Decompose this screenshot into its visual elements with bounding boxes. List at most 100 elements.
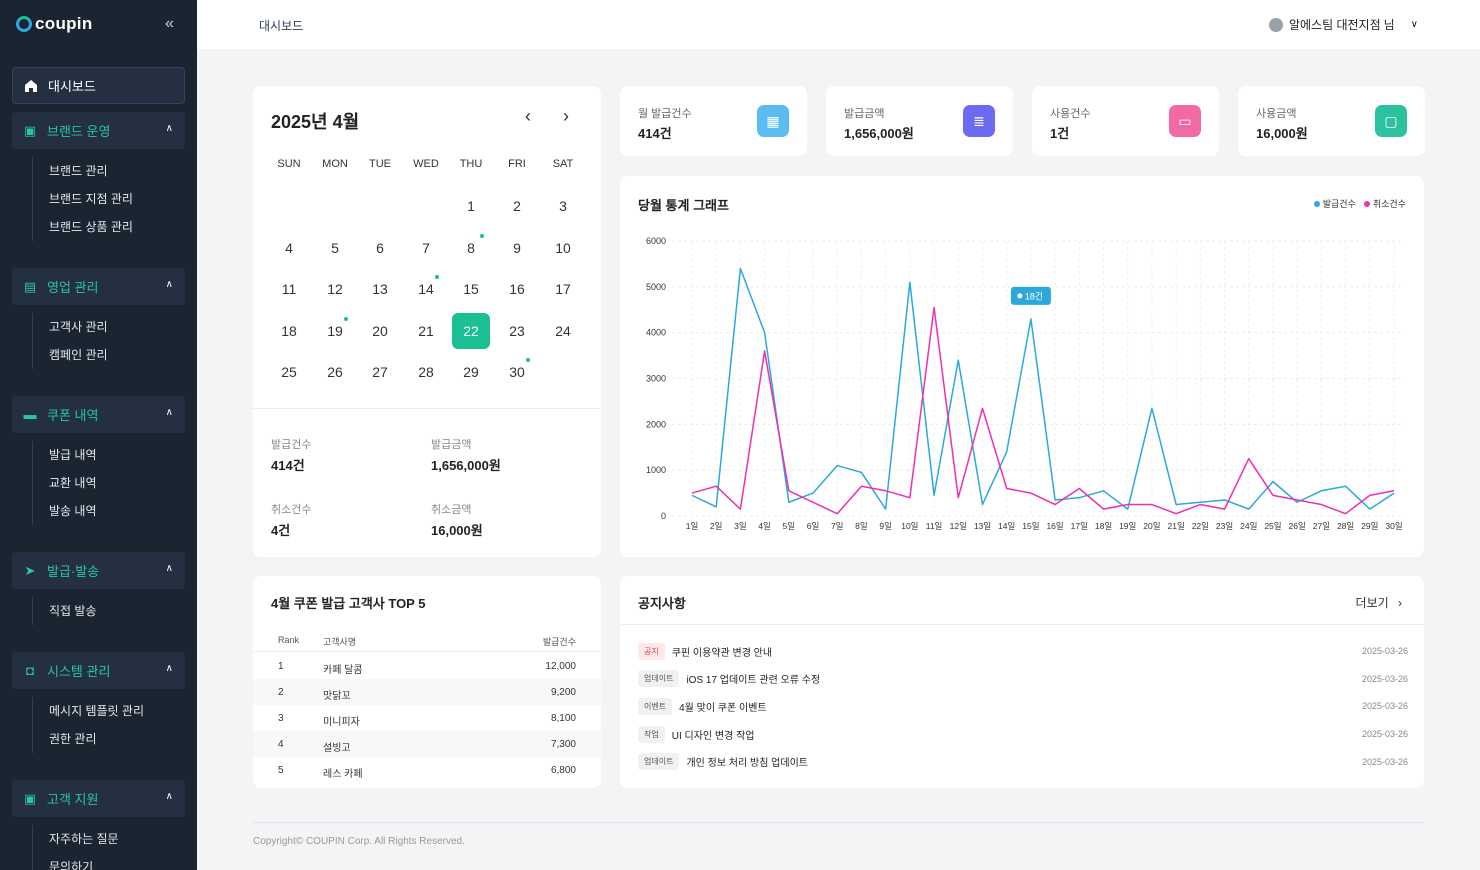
calendar-day[interactable]: 28 xyxy=(418,364,434,380)
calendar-day[interactable]: 17 xyxy=(555,281,571,297)
sidebar-group-5[interactable]: ▣ 고객 지원 ∧ xyxy=(12,780,185,817)
calendar-day[interactable]: 29 xyxy=(463,364,479,380)
calendar-day[interactable]: 7 xyxy=(422,239,430,256)
table-row[interactable]: 3 미니피자 8,100 xyxy=(253,705,601,731)
col-rank: Rank xyxy=(278,635,300,645)
sidebar-subitem[interactable]: 브랜드 관리 xyxy=(49,164,108,178)
chevron-up-icon: ∧ xyxy=(165,407,173,418)
sidebar-subitem[interactable]: 문의하기 xyxy=(49,860,94,870)
sidebar-group-0[interactable]: ▣ 브랜드 운영 ∧ xyxy=(12,112,185,149)
calendar-day[interactable]: 25 xyxy=(281,364,297,380)
table-row[interactable]: 2 맛닭꼬 9,200 xyxy=(253,679,601,705)
table-row[interactable]: 5 레스 카페 6,800 xyxy=(253,757,601,783)
notice-item[interactable]: 이벤트 4월 맞이 쿠폰 이벤트 2025-03-26 xyxy=(638,696,1408,716)
calendar-day[interactable]: 16 xyxy=(509,281,525,297)
calendar-day[interactable]: 30 xyxy=(509,364,525,380)
more-link[interactable]: 더보기 › xyxy=(1356,594,1402,611)
notice-tag: 이벤트 xyxy=(638,697,673,715)
issue-count-value: 414건 xyxy=(271,458,305,473)
notice-item[interactable]: 업데이트 개인 정보 처리 방침 업데이트 2025-03-26 xyxy=(638,752,1408,772)
notice-item[interactable]: 공지 쿠핀 이용약관 변경 안내 2025-03-26 xyxy=(638,641,1408,661)
calendar-day[interactable]: 5 xyxy=(331,239,339,256)
calendar-day[interactable]: 11 xyxy=(281,281,297,297)
top-header: 대시보드 알에스팀 대전지점 님 ∨ xyxy=(197,0,1480,49)
sidebar-group-3[interactable]: ➤ 발급·발송 ∧ xyxy=(12,552,185,589)
calendar-day[interactable]: 18 xyxy=(281,322,297,339)
notice-item[interactable]: 업데이트 iOS 17 업데이트 관련 오류 수정 2025-03-26 xyxy=(638,669,1408,689)
sidebar-submenu: 직접 발송 xyxy=(32,597,97,625)
weekday-label: SAT xyxy=(552,158,574,170)
calendar-day[interactable]: 8 xyxy=(467,239,475,256)
calendar-day[interactable]: 10 xyxy=(555,239,571,256)
cash-icon: ▢ xyxy=(1375,105,1407,137)
sidebar-subitem[interactable]: 교환 내역 xyxy=(49,476,97,490)
sidebar-subitem[interactable]: 발송 내역 xyxy=(49,504,97,518)
calendar-day[interactable]: 2 xyxy=(513,198,521,214)
next-month-button[interactable]: › xyxy=(563,106,569,126)
chevron-up-icon: ∧ xyxy=(165,279,173,290)
sidebar-subitem[interactable]: 발급 내역 xyxy=(49,448,97,462)
sidebar-subitem[interactable]: 브랜드 지점 관리 xyxy=(49,192,133,206)
notice-text: 개인 정보 처리 방침 업데이트 xyxy=(686,758,808,770)
sidebar-group-label: 쿠폰 내역 xyxy=(47,408,99,423)
logo[interactable]: coupin xyxy=(16,14,93,34)
calendar-day[interactable]: 22 xyxy=(452,312,490,349)
sidebar-group-4[interactable]: ◘ 시스템 관리 ∧ xyxy=(12,652,185,689)
sidebar-subitem[interactable]: 고객사 관리 xyxy=(49,320,108,334)
notice-tag: 작업 xyxy=(638,725,665,743)
sidebar-item-dashboard[interactable]: 대시보드 xyxy=(12,67,185,104)
tooltip-label: 18건 xyxy=(1025,291,1043,301)
kpi-label: 사용건수 xyxy=(1050,108,1091,120)
sidebar-group-2[interactable]: ▬ 쿠폰 내역 ∧ xyxy=(12,396,185,433)
ticket-icon: ▬ xyxy=(23,407,37,422)
calendar-day[interactable]: 14 xyxy=(418,281,434,297)
y-tick-label: 3000 xyxy=(646,374,666,384)
weekday-label: THU xyxy=(459,158,483,170)
calendar-card: 2025년 4월 ‹ › SUN MON TUE WED THU FRI SAT 1 2 3 4 5 6… xyxy=(253,86,601,557)
prev-month-button[interactable]: ‹ xyxy=(525,106,531,126)
calendar-day[interactable]: 24 xyxy=(555,322,571,339)
calendar-day[interactable]: 3 xyxy=(559,198,567,214)
sidebar-subitem[interactable]: 권한 관리 xyxy=(49,732,97,746)
sidebar: coupin « 대시보드 ▣ 브랜드 운영 ∧ 브랜드 관리 브랜드 지점 관리 브랜드… xyxy=(0,0,197,870)
kpi-card: 사용금액 16,000원 ▢ xyxy=(1238,86,1425,156)
table-row[interactable]: 4 설빙고 7,300 xyxy=(253,731,601,757)
kpi-card: 월 발급건수 414건 ▦ xyxy=(620,86,807,156)
notice-item[interactable]: 작업 UI 디자인 변경 작업 2025-03-26 xyxy=(638,724,1408,744)
user-menu[interactable]: 알에스팀 대전지점 님 ∨ xyxy=(1268,16,1418,33)
x-tick-label: 14일 xyxy=(998,521,1015,531)
col-name: 고객사명 xyxy=(323,637,357,647)
calendar-day[interactable]: 15 xyxy=(463,281,479,297)
calendar-day[interactable]: 13 xyxy=(372,281,388,297)
notice-text: 4월 맞이 쿠폰 이벤트 xyxy=(679,702,767,714)
calendar-day[interactable]: 23 xyxy=(509,322,525,339)
calendar-day[interactable]: 26 xyxy=(327,364,343,380)
notice-tag: 업데이트 xyxy=(638,670,680,688)
sidebar-subitem[interactable]: 자주하는 질문 xyxy=(49,832,119,846)
chart-tooltip xyxy=(1010,286,1051,305)
calendar-day[interactable]: 9 xyxy=(513,239,521,256)
double-chevron-left-icon[interactable]: « xyxy=(165,15,174,32)
calendar-day[interactable]: 6 xyxy=(376,239,384,256)
calendar-day[interactable]: 27 xyxy=(372,364,388,380)
sidebar-subitem[interactable]: 직접 발송 xyxy=(49,604,97,618)
calendar-day[interactable]: 1 xyxy=(467,198,475,214)
chart-title: 당월 통계 그래프 xyxy=(638,198,729,213)
weekday-label: SUN xyxy=(277,158,301,170)
calendar-day[interactable]: 4 xyxy=(285,239,293,256)
x-tick-label: 18일 xyxy=(1095,521,1112,531)
sidebar-subitem[interactable]: 캠페인 관리 xyxy=(49,348,108,362)
calendar-day[interactable]: 12 xyxy=(327,281,343,297)
sidebar-group-1[interactable]: ▤ 영업 관리 ∧ xyxy=(12,268,185,305)
calendar-day[interactable]: 19 xyxy=(327,322,343,339)
calendar-day[interactable]: 20 xyxy=(372,322,388,339)
calendar-day[interactable]: 21 xyxy=(418,322,434,339)
x-tick-label: 10일 xyxy=(901,521,918,531)
name-cell: 레스 카페 xyxy=(323,769,363,780)
table-row[interactable]: 1 카페 달콤 12,000 xyxy=(253,653,601,679)
sidebar-subitem[interactable]: 브랜드 상품 관리 xyxy=(49,220,133,234)
event-dot xyxy=(526,358,530,362)
sidebar-subitem[interactable]: 메시지 템플릿 관리 xyxy=(49,704,144,718)
kpi-label: 월 발급건수 xyxy=(638,108,692,120)
